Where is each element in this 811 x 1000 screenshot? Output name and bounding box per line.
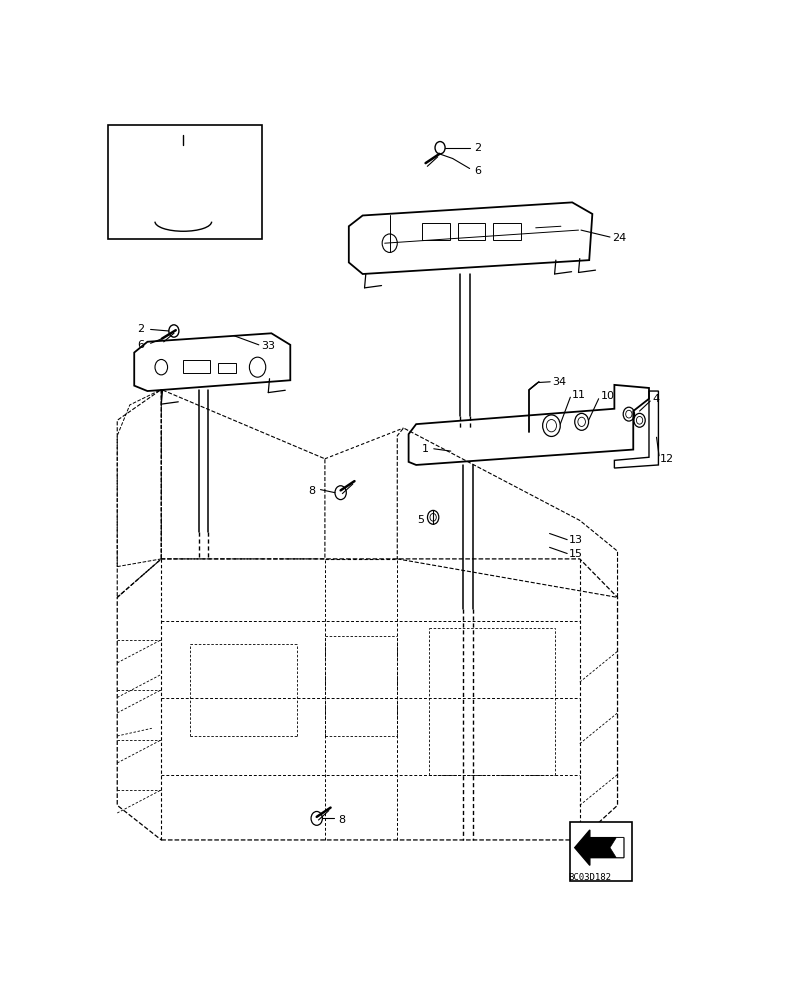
Text: 6: 6 [474, 166, 480, 176]
Text: 33: 33 [260, 341, 274, 351]
Text: 2: 2 [474, 143, 481, 153]
Text: 5: 5 [416, 515, 423, 525]
Bar [457, 223, 485, 240]
Polygon shape [174, 178, 204, 214]
Text: 12: 12 [659, 454, 674, 464]
Text: 8: 8 [308, 486, 315, 496]
Bar [217, 363, 235, 373]
Bar [108, 125, 262, 239]
Polygon shape [574, 830, 623, 865]
Text: 24: 24 [611, 233, 626, 243]
Bar [183, 360, 209, 373]
Text: 8: 8 [337, 815, 345, 825]
Text: 11: 11 [572, 390, 586, 400]
Bar [569, 822, 631, 881]
Text: 34: 34 [551, 377, 565, 387]
Text: 2: 2 [137, 324, 144, 334]
Text: 10: 10 [600, 391, 614, 401]
Polygon shape [142, 178, 169, 214]
Text: 6: 6 [137, 340, 144, 350]
Text: BC03D182: BC03D182 [568, 873, 611, 882]
Polygon shape [609, 838, 623, 858]
Text: 13: 13 [568, 535, 581, 545]
Text: 4: 4 [651, 394, 659, 404]
Text: 1: 1 [421, 444, 428, 454]
Text: 15: 15 [568, 549, 581, 559]
Bar [492, 223, 520, 240]
Bar [422, 223, 449, 240]
